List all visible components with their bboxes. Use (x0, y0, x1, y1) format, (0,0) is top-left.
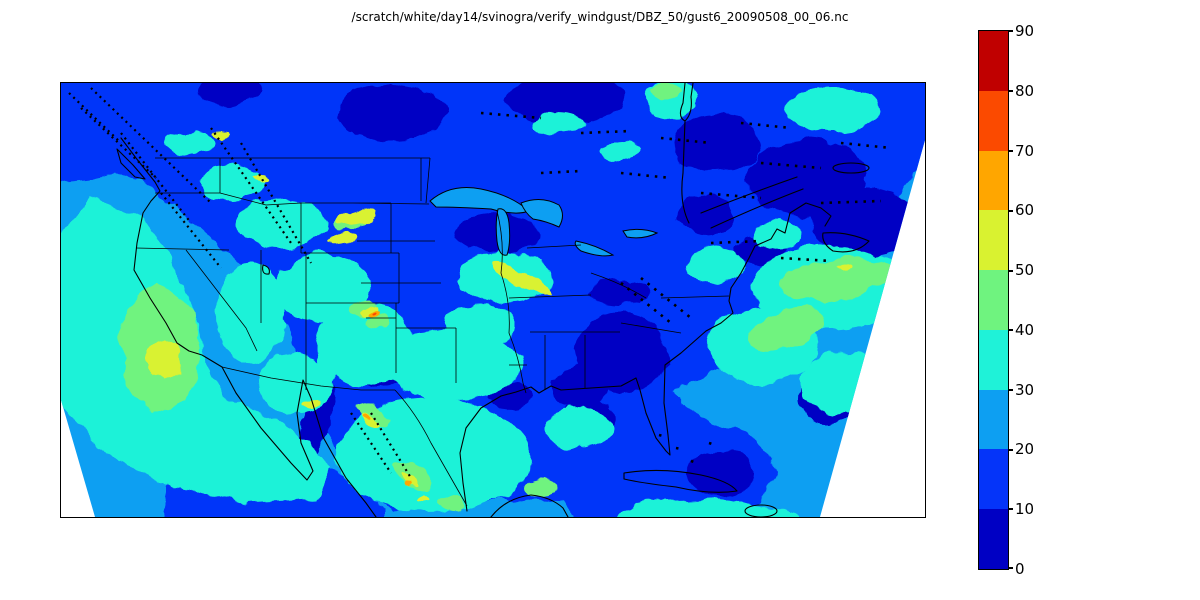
contour-field (61, 83, 925, 517)
colorbar-tick (1008, 567, 1013, 569)
colorbar-segment-30-40 (979, 329, 1008, 390)
colorbar-tick-label: 80 (1015, 82, 1035, 100)
nova-scotia (822, 232, 870, 253)
colorbar-segment-50-60 (979, 210, 1008, 271)
bc-coast-ranges (68, 87, 222, 269)
colorbar-tick-label: 90 (1015, 22, 1035, 40)
sierra-madre (350, 412, 412, 479)
atlantic-gulf-coastline (459, 202, 832, 512)
anticosti-island (832, 162, 870, 174)
st-lawrence (700, 176, 804, 229)
colorbar-tick (1008, 329, 1013, 331)
colorbar-tick-label: 10 (1015, 500, 1035, 518)
colorbar-tick (1008, 449, 1013, 451)
colorbar-tick (1008, 90, 1013, 92)
colorbar-tick (1008, 30, 1013, 32)
colorbar-tick-label: 0 (1015, 560, 1025, 578)
james-bay (679, 83, 694, 224)
cuba (623, 469, 738, 493)
geography-lines (68, 83, 892, 517)
lake-ontario (622, 228, 659, 239)
colorbar-tick-label: 20 (1015, 440, 1035, 458)
colorbar-segment-80-90 (979, 31, 1008, 91)
colorbar-tick (1008, 389, 1013, 391)
colorbar-tick-label: 40 (1015, 321, 1035, 339)
colorbar-tick (1008, 508, 1013, 510)
colorbar-segment-20-30 (979, 389, 1008, 450)
lake-huron (520, 199, 563, 228)
colorbar-segment-60-70 (979, 150, 1008, 211)
colorbar-tick-label: 60 (1015, 201, 1035, 219)
map-svg (61, 83, 925, 517)
colorbar-tick (1008, 270, 1013, 272)
map-axes (60, 82, 926, 518)
appalachians (620, 276, 692, 325)
colorbar: 90 80 70 60 50 40 30 20 10 0 (978, 22, 1034, 578)
contour-50-60-california-core (147, 337, 181, 381)
colorbar-tick-label: 30 (1015, 381, 1035, 399)
vancouver-island (116, 148, 146, 180)
colorbar-segment-10-20 (979, 449, 1008, 510)
plot-title: /scratch/white/day14/svinogra/verify_win… (351, 10, 849, 24)
colorbar-segment-0-10 (979, 509, 1008, 570)
colorbar-segment-40-50 (979, 270, 1008, 330)
bahamas (658, 433, 716, 465)
colorbar-tick-label: 50 (1015, 261, 1035, 279)
yucatan-coast (490, 494, 569, 517)
colorbar-segment-70-80 (979, 90, 1008, 151)
colorbar-tick (1008, 150, 1013, 152)
great-salt-lake (262, 264, 270, 275)
colorbar-tick (1008, 210, 1013, 212)
colorbar-tick-label: 70 (1015, 142, 1035, 160)
hispaniola (744, 504, 778, 517)
rockies (210, 127, 312, 264)
lake-michigan (495, 208, 511, 256)
